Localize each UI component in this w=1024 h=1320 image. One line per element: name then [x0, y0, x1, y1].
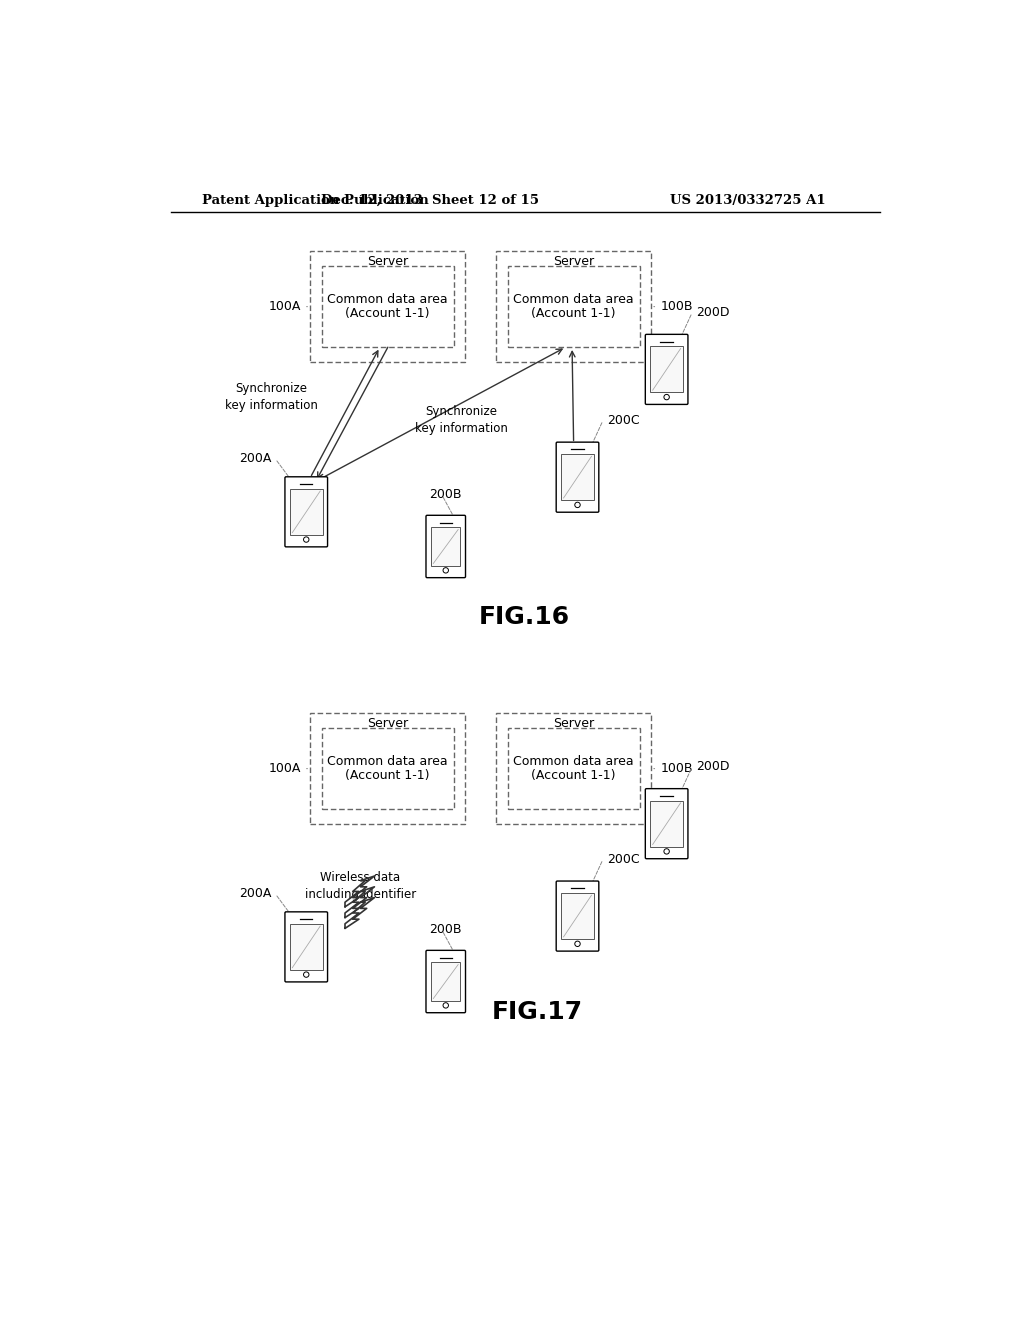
- Bar: [310, 713, 465, 825]
- FancyBboxPatch shape: [426, 515, 466, 578]
- FancyBboxPatch shape: [645, 334, 688, 404]
- Text: FIG.16: FIG.16: [479, 605, 570, 628]
- Text: 100B: 100B: [660, 300, 693, 313]
- Bar: [650, 800, 683, 847]
- Bar: [561, 454, 594, 500]
- Bar: [290, 924, 323, 970]
- Text: Common data area: Common data area: [328, 293, 447, 306]
- Bar: [322, 267, 454, 347]
- FancyBboxPatch shape: [556, 880, 599, 952]
- Bar: [508, 729, 640, 809]
- Text: Server: Server: [367, 255, 409, 268]
- Text: 200D: 200D: [696, 306, 729, 319]
- Text: Common data area: Common data area: [328, 755, 447, 768]
- Bar: [496, 713, 651, 825]
- Text: US 2013/0332725 A1: US 2013/0332725 A1: [671, 194, 826, 207]
- Text: (Account 1-1): (Account 1-1): [531, 770, 615, 781]
- FancyBboxPatch shape: [285, 477, 328, 546]
- Text: (Account 1-1): (Account 1-1): [345, 770, 430, 781]
- FancyBboxPatch shape: [426, 950, 466, 1012]
- Text: 200C: 200C: [607, 853, 640, 866]
- Text: (Account 1-1): (Account 1-1): [345, 308, 430, 319]
- Text: 200C: 200C: [607, 413, 640, 426]
- Text: 100A: 100A: [268, 762, 301, 775]
- Text: Dec. 12, 2013  Sheet 12 of 15: Dec. 12, 2013 Sheet 12 of 15: [322, 194, 540, 207]
- Text: 100B: 100B: [660, 762, 693, 775]
- FancyBboxPatch shape: [285, 912, 328, 982]
- Text: (Account 1-1): (Account 1-1): [531, 308, 615, 319]
- FancyBboxPatch shape: [645, 788, 688, 859]
- Bar: [650, 346, 683, 392]
- Text: Server: Server: [367, 717, 409, 730]
- Bar: [322, 729, 454, 809]
- Text: Synchronize
key information: Synchronize key information: [225, 381, 317, 412]
- Bar: [431, 962, 461, 1001]
- Bar: [496, 251, 651, 363]
- Text: 100A: 100A: [268, 300, 301, 313]
- Text: 200B: 200B: [429, 488, 462, 502]
- Text: Common data area: Common data area: [513, 755, 634, 768]
- Bar: [561, 894, 594, 940]
- FancyBboxPatch shape: [556, 442, 599, 512]
- Text: Common data area: Common data area: [513, 293, 634, 306]
- Bar: [290, 488, 323, 535]
- Text: FIG.17: FIG.17: [493, 999, 584, 1023]
- Text: 200A: 200A: [239, 453, 271, 465]
- Text: Wireless data
including identifier: Wireless data including identifier: [305, 871, 416, 902]
- Text: 200A: 200A: [239, 887, 271, 900]
- Text: 200B: 200B: [429, 924, 462, 936]
- Text: Server: Server: [553, 717, 594, 730]
- Bar: [508, 267, 640, 347]
- Bar: [431, 527, 461, 566]
- Bar: [310, 251, 465, 363]
- Text: Synchronize
key information: Synchronize key information: [415, 405, 508, 436]
- Text: Server: Server: [553, 255, 594, 268]
- Text: 200D: 200D: [696, 760, 729, 774]
- Text: Patent Application Publication: Patent Application Publication: [202, 194, 428, 207]
